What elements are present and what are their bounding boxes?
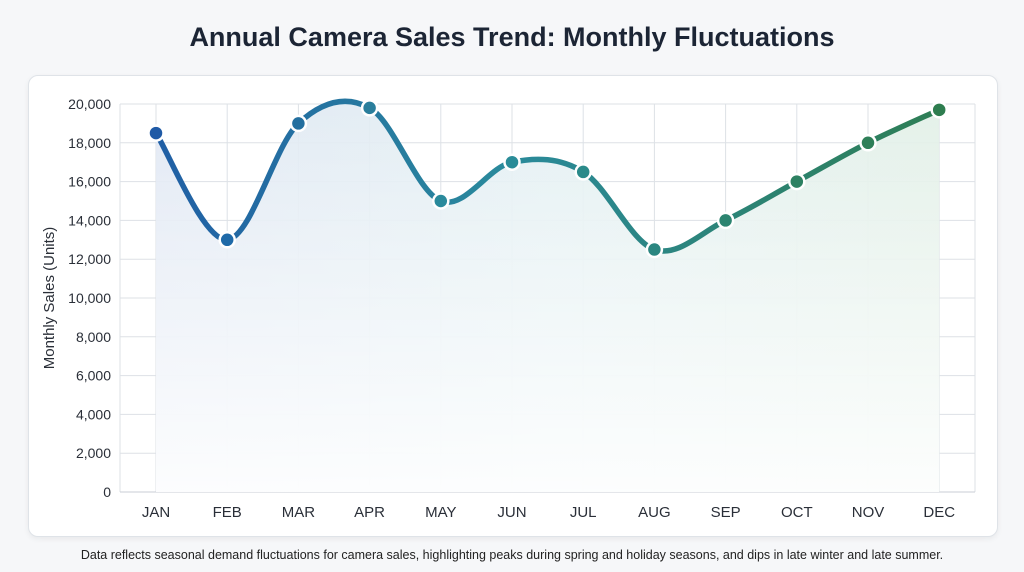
x-tick-label: AUG <box>638 504 671 521</box>
y-tick-label: 0 <box>103 484 111 500</box>
area-fade <box>156 101 940 492</box>
y-tick-label: 16,000 <box>68 174 111 190</box>
chart-title: Annual Camera Sales Trend: Monthly Fluct… <box>189 22 835 52</box>
data-point <box>645 240 664 259</box>
y-tick-label: 12,000 <box>68 251 111 267</box>
x-tick-label: MAR <box>282 504 316 521</box>
y-axis-label: Monthly Sales (Units) <box>41 227 58 370</box>
data-point <box>503 153 521 171</box>
data-point <box>218 231 236 249</box>
y-tick-label: 20,000 <box>68 96 111 112</box>
x-tick-label: DEC <box>923 504 955 521</box>
x-tick-label: MAY <box>425 504 456 521</box>
x-tick-label: APR <box>354 504 385 521</box>
y-tick-label: 4,000 <box>76 406 111 422</box>
data-point <box>716 211 735 230</box>
y-tick-label: 2,000 <box>76 445 111 461</box>
chart-caption: Data reflects seasonal demand fluctuatio… <box>80 548 944 562</box>
data-point <box>574 163 592 181</box>
y-tick-label: 6,000 <box>76 368 111 384</box>
data-point <box>788 172 806 191</box>
x-tick-label: NOV <box>852 504 885 521</box>
x-tick-label: FEB <box>213 504 242 521</box>
y-tick-label: 18,000 <box>68 135 111 151</box>
data-point <box>930 101 948 119</box>
x-tick-label: JAN <box>142 504 170 521</box>
data-point <box>289 114 308 133</box>
x-tick-label: OCT <box>781 504 813 521</box>
data-point <box>360 99 379 117</box>
y-tick-label: 14,000 <box>68 212 111 228</box>
x-tick-label: JUN <box>497 504 526 521</box>
data-point <box>859 134 877 152</box>
data-point <box>432 192 450 210</box>
y-tick-label: 8,000 <box>76 329 111 345</box>
x-tick-label: JUL <box>570 504 597 521</box>
y-tick-label: 10,000 <box>68 290 111 306</box>
x-tick-label: SEP <box>711 504 741 521</box>
data-point <box>147 124 165 142</box>
